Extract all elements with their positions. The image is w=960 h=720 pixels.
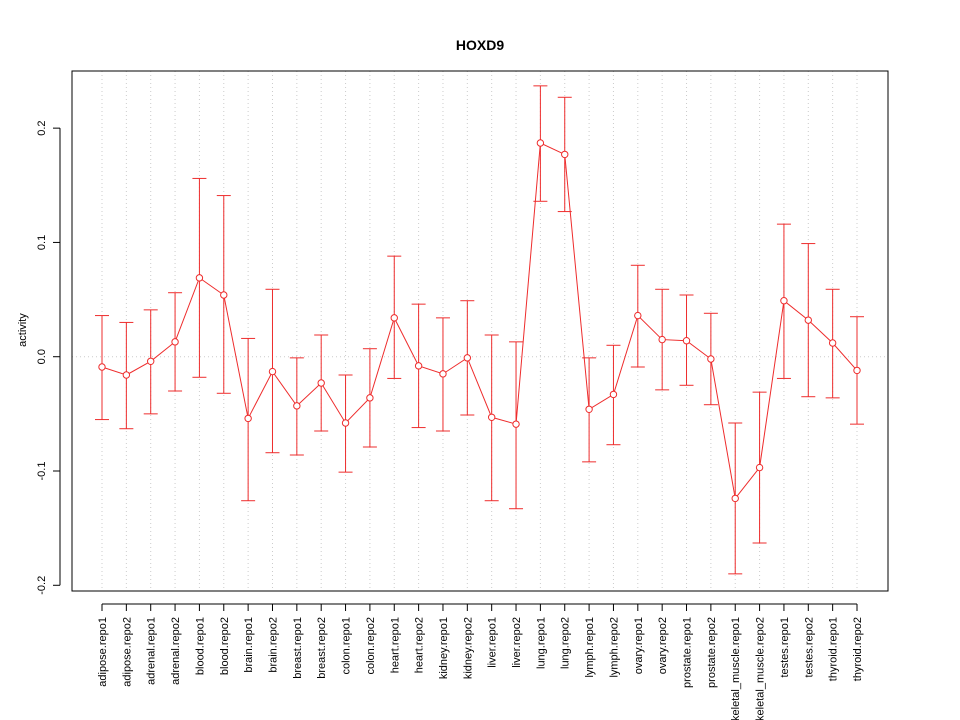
data-point — [512, 420, 520, 428]
data-point — [463, 354, 472, 362]
x-tick-label: heart.repo1 — [389, 617, 401, 673]
x-tick-label: adrenal.repo1 — [146, 617, 158, 685]
x-tick-label: adrenal.repo2 — [170, 617, 182, 685]
data-point — [171, 338, 179, 346]
y-tick-label: 0.1 — [36, 235, 48, 250]
x-tick-label: thyroid.repo1 — [828, 617, 840, 681]
x-tick-label: lymph.repo1 — [584, 617, 596, 678]
data-point — [341, 419, 350, 427]
x-tick-label: lymph.repo2 — [608, 617, 620, 678]
data-point — [609, 390, 618, 399]
series-line — [101, 142, 858, 500]
plot-frame — [71, 70, 889, 592]
y-tick-label: -0.1 — [36, 462, 48, 481]
data-point — [658, 335, 666, 344]
data-points — [98, 139, 861, 503]
y-tick-label: 0.2 — [36, 120, 48, 135]
data-point — [707, 355, 715, 363]
y-axis-label: activity — [17, 313, 29, 347]
grid — [72, 71, 888, 591]
x-tick-label: colon.repo2 — [365, 617, 377, 675]
data-point — [268, 367, 277, 376]
x-tick-label: brain.repo2 — [267, 617, 279, 673]
x-tick-label: adipose.repo2 — [121, 617, 133, 687]
data-point — [755, 463, 764, 472]
error-bars — [95, 85, 864, 575]
x-tick-label: heart.repo2 — [414, 617, 426, 673]
x-tick-label: brain.repo1 — [243, 617, 255, 673]
data-point — [828, 339, 837, 347]
data-point — [634, 311, 642, 320]
data-point — [853, 366, 861, 375]
data-point — [536, 139, 545, 147]
axes: -0.2 -0.1 0.0 0.1 0.2 adipose.repo1 adipose.re… — [36, 120, 864, 720]
x-tick-label: colon.repo1 — [341, 617, 353, 675]
x-tick-label: testes.repo2 — [803, 617, 815, 678]
x-tick-label: breast.repo1 — [292, 617, 304, 679]
x-tick-label: skeletal_muscle.repo2 — [755, 617, 767, 720]
x-tick-label: blood.repo1 — [194, 617, 206, 675]
chart-title: HOXD9 — [456, 37, 504, 53]
x-tick-label: lung.repo1 — [535, 617, 547, 669]
x-tick-label: prostate.repo1 — [682, 617, 694, 688]
x-tick-label: ovary.repo2 — [657, 617, 669, 674]
data-point — [317, 379, 325, 387]
y-tick-label: -0.2 — [36, 576, 48, 595]
x-tick-label: kidney.repo1 — [438, 617, 450, 679]
data-point — [487, 413, 496, 421]
data-point — [780, 297, 788, 305]
data-point — [366, 394, 374, 402]
data-point — [147, 357, 155, 365]
x-tick-label: breast.repo2 — [316, 617, 328, 679]
y-tick-label: 0.0 — [36, 349, 48, 364]
x-tick-label: liver.repo1 — [487, 617, 499, 668]
series-line-layer — [101, 142, 858, 500]
x-tick-label: thyroid.repo2 — [852, 617, 864, 681]
data-point — [195, 274, 204, 282]
data-point — [220, 291, 228, 299]
x-tick-label: prostate.repo2 — [706, 617, 718, 688]
x-tick-label: kidney.repo2 — [462, 617, 474, 679]
x-tick-label: skeletal_muscle.repo1 — [730, 617, 742, 720]
x-tick-label: blood.repo2 — [219, 617, 231, 675]
x-tick-label: ovary.repo1 — [633, 617, 645, 674]
data-point — [439, 370, 447, 378]
x-tick-label: testes.repo1 — [779, 617, 791, 678]
data-point — [98, 363, 106, 371]
data-point — [414, 362, 423, 370]
data-point — [244, 414, 252, 423]
data-point — [804, 316, 812, 324]
data-point — [390, 314, 398, 322]
x-tick-label: adipose.repo1 — [97, 617, 109, 687]
data-point — [561, 150, 569, 159]
data-point — [731, 494, 739, 503]
data-point — [293, 402, 301, 410]
data-point — [585, 405, 593, 413]
data-point — [682, 337, 691, 345]
data-point — [122, 371, 131, 379]
x-tick-label: lung.repo2 — [560, 617, 572, 669]
x-tick-label: liver.repo2 — [511, 617, 523, 668]
